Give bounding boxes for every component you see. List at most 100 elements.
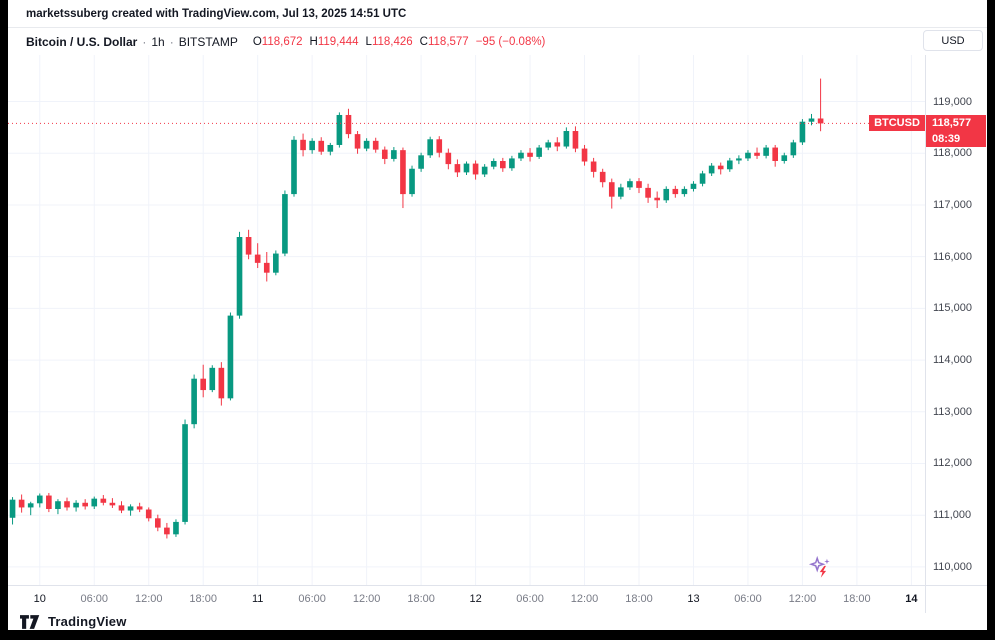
gridlines bbox=[8, 55, 925, 585]
price-tick-label: 117,000 bbox=[933, 198, 972, 211]
price-tick-label: 116,000 bbox=[933, 250, 972, 263]
high-label: H bbox=[309, 35, 318, 48]
candle bbox=[781, 152, 788, 164]
candle bbox=[418, 152, 424, 172]
candle bbox=[127, 504, 134, 516]
candle bbox=[46, 492, 52, 513]
candle bbox=[636, 178, 642, 194]
candle bbox=[291, 136, 297, 197]
candle bbox=[427, 136, 433, 158]
candle bbox=[599, 168, 606, 188]
candlestick-series bbox=[9, 78, 824, 539]
candle bbox=[554, 137, 561, 152]
candle bbox=[681, 186, 688, 197]
chart-area: 119,000 118,000 117,000 116,000 115,000 114,0… bbox=[8, 55, 987, 613]
candle bbox=[245, 229, 252, 260]
candle bbox=[672, 185, 679, 198]
candle bbox=[509, 155, 515, 171]
candle bbox=[164, 522, 170, 539]
change-value: −95 (−0.08%) bbox=[475, 35, 546, 48]
time-tick-label: 18:00 bbox=[407, 593, 435, 605]
candle bbox=[699, 170, 706, 187]
candle bbox=[55, 499, 61, 515]
symbol-title[interactable]: Bitcoin / U.S. Dollar bbox=[26, 34, 138, 49]
low-label: L bbox=[365, 35, 372, 48]
time-tick-label: 12:00 bbox=[788, 593, 817, 605]
candle bbox=[581, 144, 588, 166]
candle bbox=[817, 78, 824, 132]
candle bbox=[472, 160, 479, 180]
candle bbox=[36, 493, 43, 508]
candle bbox=[445, 148, 452, 170]
candle bbox=[109, 498, 116, 508]
candle bbox=[200, 364, 207, 398]
candle bbox=[654, 191, 660, 209]
candle bbox=[608, 178, 615, 209]
candle bbox=[18, 494, 25, 513]
time-tick-label: 18:00 bbox=[625, 593, 653, 605]
candle bbox=[263, 252, 270, 282]
time-tick-label: 14 bbox=[905, 593, 918, 605]
candle bbox=[808, 113, 815, 126]
time-tick-label: 11 bbox=[251, 593, 264, 605]
price-tick-label: 110,000 bbox=[933, 560, 972, 573]
candle bbox=[772, 144, 779, 167]
candlestick-chart[interactable] bbox=[8, 55, 925, 585]
candle bbox=[9, 497, 16, 525]
candle bbox=[282, 190, 288, 257]
candle bbox=[73, 500, 79, 512]
time-axis[interactable]: 10 06:00 12:00 18:00 11 06:00 12:00 18:00 12 06:0… bbox=[8, 585, 987, 613]
price-tick-label: 113,000 bbox=[933, 405, 972, 418]
time-tick-label: 06:00 bbox=[80, 593, 109, 605]
tradingview-logo-icon[interactable] bbox=[20, 614, 42, 629]
candle bbox=[300, 133, 306, 157]
time-tick-label: 12:00 bbox=[134, 593, 163, 605]
separator-dot: · bbox=[142, 34, 147, 49]
candle bbox=[454, 159, 461, 178]
candle bbox=[273, 250, 279, 276]
interval-label[interactable]: 1h bbox=[151, 34, 165, 49]
candle bbox=[381, 146, 388, 165]
candle bbox=[717, 162, 724, 175]
time-tick-label: 18:00 bbox=[189, 593, 217, 605]
currency-toggle-button[interactable]: USD bbox=[923, 30, 983, 51]
candle bbox=[663, 186, 670, 203]
attribution-bar: marketssuberg created with TradingView.c… bbox=[8, 0, 987, 28]
open-label: O bbox=[252, 35, 262, 48]
candle bbox=[799, 119, 806, 145]
close-value: 118,577 bbox=[427, 35, 469, 48]
candle bbox=[236, 231, 243, 319]
candle bbox=[318, 137, 325, 155]
candle bbox=[790, 139, 797, 158]
tradingview-brand-text[interactable]: TradingView bbox=[48, 614, 127, 629]
price-axis[interactable]: 119,000 118,000 117,000 116,000 115,000 114,0… bbox=[925, 55, 987, 613]
price-tick-label: 118,000 bbox=[933, 147, 972, 160]
candle bbox=[745, 150, 751, 161]
candle bbox=[545, 139, 552, 151]
bar-countdown-badge: 08:39 bbox=[926, 131, 986, 148]
exchange-label: BITSTAMP bbox=[178, 34, 238, 49]
price-tick-label: 112,000 bbox=[933, 457, 972, 470]
time-tick-label: 10 bbox=[33, 593, 46, 605]
time-tick-label: 12 bbox=[469, 593, 482, 605]
candle bbox=[336, 112, 343, 148]
ohlc-readout: O 118,672 H 119,444 L 118,426 C 118,577 −95 … bbox=[246, 36, 546, 48]
candle bbox=[536, 144, 542, 159]
candle bbox=[154, 514, 161, 532]
candle bbox=[91, 496, 98, 509]
time-tick-label: 12:00 bbox=[352, 593, 381, 605]
candle bbox=[218, 362, 225, 406]
candle bbox=[645, 183, 651, 203]
time-tick-label: 06:00 bbox=[734, 593, 762, 605]
time-tick-label: 06:00 bbox=[516, 593, 544, 605]
candle bbox=[173, 519, 179, 537]
price-tick-label: 111,000 bbox=[933, 509, 972, 522]
candle bbox=[209, 365, 216, 393]
current-price-badge: 118,577 bbox=[926, 115, 986, 132]
candle bbox=[481, 164, 488, 178]
candle bbox=[754, 147, 760, 159]
candle bbox=[145, 507, 152, 522]
time-tick-label: 12:00 bbox=[570, 593, 599, 605]
